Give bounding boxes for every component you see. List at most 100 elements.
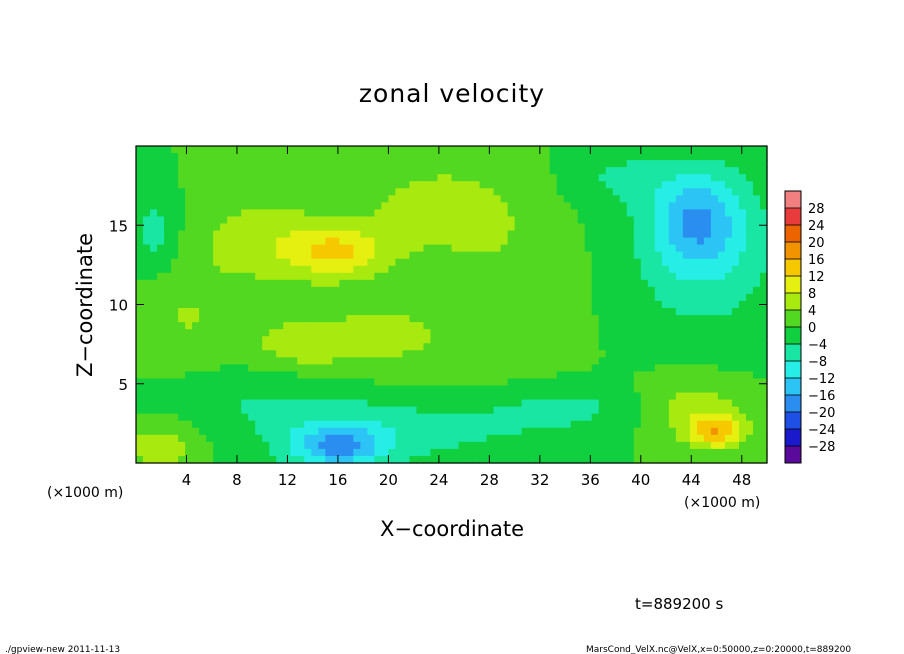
heatmap-cell	[633, 371, 642, 380]
heatmap-cell	[199, 427, 207, 436]
heatmap-cell	[675, 195, 684, 203]
heatmap-cell	[444, 364, 453, 373]
heatmap-cell	[255, 188, 263, 196]
heatmap-cell	[668, 434, 677, 443]
heatmap-cell	[353, 272, 361, 281]
heatmap-cell	[458, 392, 467, 401]
heatmap-cell	[269, 399, 277, 408]
heatmap-cell	[304, 160, 312, 168]
heatmap-cell	[283, 406, 291, 415]
heatmap-cell	[472, 441, 481, 450]
heatmap-cell	[360, 350, 368, 358]
heatmap-cell	[395, 315, 404, 323]
heatmap-cell	[682, 279, 691, 288]
heatmap-cell	[661, 230, 670, 239]
heatmap-cell	[577, 448, 586, 457]
heatmap-cell	[528, 293, 537, 302]
heatmap-cell	[759, 364, 768, 373]
heatmap-cell	[164, 286, 172, 295]
heatmap-cell	[556, 329, 565, 337]
heatmap-cell	[409, 448, 418, 457]
heatmap-cell	[507, 343, 516, 351]
heatmap-cell	[577, 174, 586, 182]
heatmap-cell	[479, 265, 488, 274]
heatmap-cell	[451, 272, 460, 281]
heatmap-cell	[409, 146, 418, 154]
heatmap-cell	[479, 293, 488, 302]
heatmap-cell	[514, 174, 523, 182]
heatmap-cell	[150, 343, 158, 351]
heatmap-cell	[297, 230, 305, 239]
colorbar-swatch	[785, 191, 801, 209]
heatmap-cell	[696, 427, 705, 436]
heatmap-cell	[479, 181, 488, 189]
heatmap-cell	[437, 364, 446, 373]
heatmap-cell	[584, 441, 593, 450]
heatmap-cell	[353, 293, 361, 302]
heatmap-cell	[682, 406, 691, 415]
heatmap-cell	[164, 146, 172, 154]
heatmap-cell	[577, 258, 586, 267]
heatmap-cell	[514, 322, 523, 330]
heatmap-cell	[185, 300, 193, 309]
heatmap-cell	[556, 167, 565, 175]
heatmap-cell	[584, 315, 593, 323]
heatmap-cell	[318, 322, 326, 330]
heatmap-cell	[150, 392, 158, 401]
heatmap-cell	[647, 364, 656, 373]
heatmap-cell	[675, 434, 684, 443]
heatmap-cell	[577, 406, 586, 415]
heatmap-cell	[535, 441, 544, 450]
heatmap-cell	[367, 237, 375, 246]
heatmap-cell	[374, 357, 382, 365]
heatmap-cell	[157, 244, 165, 253]
heatmap-cell	[675, 300, 684, 309]
heatmap-cell	[206, 258, 214, 267]
heatmap-cell	[423, 343, 432, 351]
heatmap-cell	[283, 216, 291, 225]
heatmap-cell	[192, 308, 200, 316]
heatmap-cell	[199, 343, 207, 351]
heatmap-cell	[507, 364, 516, 373]
heatmap-cell	[556, 399, 565, 408]
heatmap-cell	[332, 364, 340, 373]
heatmap-cell	[143, 300, 151, 309]
heatmap-cell	[437, 230, 446, 239]
heatmap-cell	[731, 343, 740, 351]
heatmap-cell	[157, 181, 165, 189]
heatmap-cell	[612, 216, 621, 225]
heatmap-cell	[171, 293, 179, 302]
heatmap-cell	[500, 406, 509, 415]
heatmap-cell	[647, 427, 656, 436]
heatmap-cell	[353, 329, 361, 337]
heatmap-cell	[185, 286, 193, 295]
heatmap-cell	[346, 378, 354, 387]
heatmap-cell	[395, 279, 404, 288]
heatmap-cell	[654, 146, 663, 154]
heatmap-cell	[493, 146, 502, 154]
heatmap-cell	[724, 286, 733, 295]
heatmap-cell	[164, 265, 172, 274]
heatmap-cell	[276, 216, 284, 225]
heatmap-cell	[136, 315, 144, 323]
heatmap-cell	[136, 406, 144, 415]
heatmap-cell	[283, 308, 291, 316]
heatmap-cell	[724, 293, 733, 302]
heatmap-cell	[605, 286, 614, 295]
heatmap-cell	[619, 293, 628, 302]
heatmap-cell	[241, 265, 249, 274]
heatmap-cell	[710, 258, 719, 267]
heatmap-cell	[192, 181, 200, 189]
heatmap-cell	[199, 202, 207, 210]
heatmap-cell	[493, 188, 502, 196]
heatmap-cell	[171, 202, 179, 210]
heatmap-cell	[402, 230, 411, 239]
heatmap-cell	[276, 392, 284, 401]
heatmap-cell	[549, 357, 558, 365]
heatmap-cell	[318, 329, 326, 337]
heatmap-cell	[696, 371, 705, 380]
heatmap-cell	[647, 315, 656, 323]
heatmap-cell	[500, 216, 509, 225]
heatmap-cell	[472, 230, 481, 239]
heatmap-cell	[563, 392, 572, 401]
